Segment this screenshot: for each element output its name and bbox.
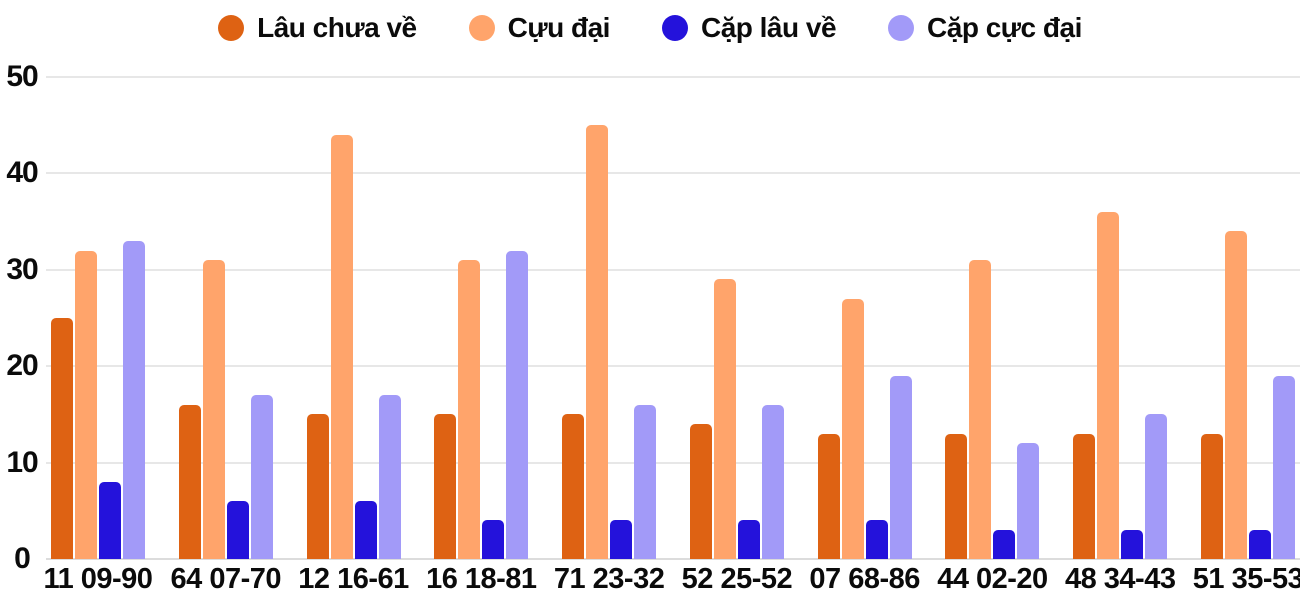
bar <box>250 395 273 559</box>
bar <box>562 414 585 559</box>
legend-item[interactable]: Cựu đại <box>468 12 611 44</box>
bar <box>889 376 912 559</box>
bar <box>51 318 73 559</box>
bar <box>226 501 249 559</box>
x-axis-label: 16 18-81 <box>426 563 537 595</box>
legend-label: Cặp cực đại <box>927 12 1082 43</box>
bar <box>202 260 225 559</box>
bar <box>945 434 968 559</box>
bar <box>993 530 1016 559</box>
bar <box>634 405 657 559</box>
y-axis-tick-label: 50 <box>6 60 38 93</box>
y-axis-tick-label: 40 <box>6 156 38 190</box>
x-axis-label: 51 35-53 <box>1192 563 1300 595</box>
bar <box>841 299 864 559</box>
legend-label: Lâu chưa về <box>257 12 417 43</box>
x-axis-label: 48 34-43 <box>1064 563 1176 595</box>
bar <box>99 482 121 559</box>
bar <box>1201 434 1223 559</box>
bar <box>761 405 784 559</box>
gridline <box>46 172 1300 175</box>
bar <box>123 241 145 559</box>
bar <box>306 414 329 559</box>
bar-group <box>689 279 784 559</box>
gridline <box>46 558 1300 560</box>
bar <box>482 520 505 559</box>
legend-swatch-icon <box>218 15 245 41</box>
x-axis-label: 11 09-90 <box>43 563 153 595</box>
bar-group <box>945 260 1040 559</box>
bar <box>1017 443 1040 559</box>
bar <box>737 520 760 559</box>
y-axis-tick-label: 0 <box>14 542 31 575</box>
bar <box>330 135 353 559</box>
bar <box>713 279 736 559</box>
x-axis-label: 64 07-70 <box>170 563 282 595</box>
bar-group <box>51 241 145 559</box>
bar-group <box>1201 231 1295 559</box>
bar <box>969 260 992 559</box>
bar <box>506 251 529 559</box>
bar <box>817 434 840 559</box>
legend-swatch-icon <box>888 15 915 41</box>
legend-label: Cặp lâu về <box>700 12 837 43</box>
x-axis-label: 07 68-86 <box>809 563 920 595</box>
legend-item[interactable]: Cặp lâu về <box>661 12 837 44</box>
bar-group <box>562 125 657 559</box>
bar <box>458 260 481 559</box>
chart-legend: Lâu chưa về Cựu đại Cặp lâu về Cặp cực đại <box>0 8 1300 48</box>
y-axis-tick-label: 20 <box>6 349 38 383</box>
bar <box>1273 376 1295 559</box>
legend-item[interactable]: Lâu chưa về <box>218 12 417 44</box>
bar <box>178 405 201 559</box>
bar <box>586 125 609 559</box>
x-axis-label: 12 16-61 <box>298 563 409 595</box>
gridline <box>46 76 1300 78</box>
x-axis-label: 44 02-20 <box>937 563 1048 595</box>
gridline <box>46 365 1300 368</box>
bar <box>434 414 457 559</box>
legend-swatch-icon <box>468 15 495 41</box>
bar <box>354 501 377 559</box>
y-axis-tick-label: 30 <box>6 252 38 286</box>
bar <box>75 251 97 559</box>
bar-group <box>1073 212 1168 559</box>
legend-item[interactable]: Cặp cực đại <box>888 12 1082 44</box>
bar <box>1121 530 1144 559</box>
legend-swatch-icon <box>661 15 688 41</box>
bar <box>378 395 401 559</box>
gridline <box>46 461 1300 464</box>
bar <box>1249 530 1271 559</box>
legend-label: Cựu đại <box>507 12 611 43</box>
y-axis-tick-label: 10 <box>6 445 38 479</box>
bar-group <box>434 251 529 559</box>
bar-group <box>306 135 401 559</box>
bar-group <box>178 260 273 559</box>
gridline <box>46 268 1300 271</box>
x-axis-label: 71 23-32 <box>553 563 665 595</box>
bar-group <box>817 299 912 559</box>
bar <box>1225 231 1247 559</box>
bar <box>610 520 633 559</box>
bar <box>689 424 712 559</box>
bar <box>1097 212 1120 559</box>
bar <box>865 520 888 559</box>
x-axis-label: 52 25-52 <box>681 563 793 595</box>
bar <box>1145 414 1168 559</box>
bar <box>1073 434 1096 559</box>
